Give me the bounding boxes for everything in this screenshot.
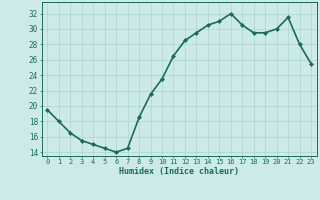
X-axis label: Humidex (Indice chaleur): Humidex (Indice chaleur) bbox=[119, 167, 239, 176]
